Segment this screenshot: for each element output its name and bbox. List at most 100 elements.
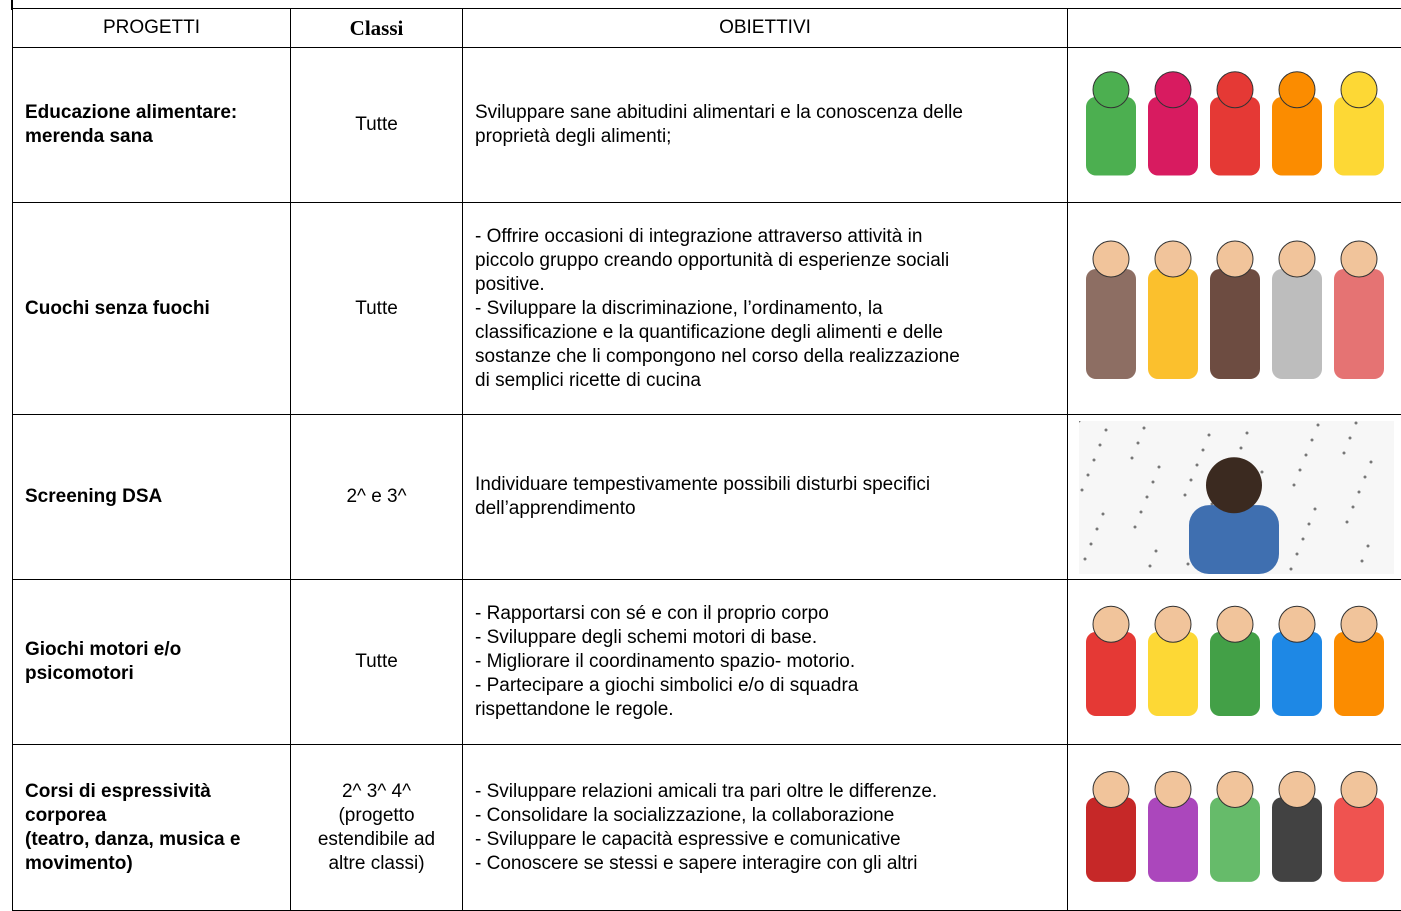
- header-cell: OBIETTIVI: [462, 8, 1068, 48]
- image-cell: [1067, 744, 1401, 911]
- header-cell: PROGETTI: [12, 8, 291, 48]
- illustration-shape: [1092, 70, 1129, 108]
- illustration-shape: [1085, 796, 1136, 882]
- illustration-shape: [1083, 557, 1086, 560]
- text-line: psicomotori: [25, 663, 134, 684]
- image-cell: [1067, 47, 1401, 203]
- objectives-cell: - Offrire occasioni di integrazione attr…: [462, 202, 1068, 415]
- image-cell: [1067, 202, 1401, 415]
- illustration-shape: [1340, 70, 1377, 108]
- illustration-shape: [1188, 504, 1279, 574]
- objectives-cell: - Sviluppare relazioni amicali tra pari …: [462, 744, 1068, 911]
- illustration-shape: [1209, 268, 1260, 379]
- illustration-shape: [1207, 433, 1210, 436]
- illustration-shape: [1147, 96, 1198, 176]
- illustration-shape: [1216, 605, 1253, 643]
- project-cell: Cuochi senza fuochi: [12, 202, 291, 415]
- text-line: rispettandone le regole.: [475, 699, 674, 720]
- text-line: dell’apprendimento: [475, 498, 636, 519]
- text-line: 2^ e 3^: [346, 486, 407, 507]
- illustration-shape: [1147, 796, 1198, 882]
- illustration-shape: [1307, 522, 1310, 525]
- classes-cell: 2^ 3^ 4^ (progetto estendibile ad altre cla…: [290, 744, 463, 911]
- illustration-shape: [1101, 512, 1104, 515]
- illustration: [1078, 420, 1394, 574]
- text-line: positive.: [475, 273, 545, 295]
- illustration-shape: [1333, 268, 1384, 379]
- illustration: [1085, 70, 1384, 176]
- text-line: - Rapportarsi con sé e con il proprio co…: [475, 603, 829, 624]
- illustration-shape: [1085, 268, 1136, 379]
- text-line: Screening DSA: [25, 486, 163, 507]
- illustration-shape: [1080, 488, 1083, 491]
- illustration-shape: [1333, 96, 1384, 176]
- text-line: Giochi motori e/o: [25, 639, 182, 660]
- illustration-shape: [1271, 796, 1322, 882]
- objectives-cell: Sviluppare sane abitudini alimentari e l…: [462, 47, 1068, 203]
- table-row: Screening DSA 2^ e 3^ Individuare tempesti…: [12, 414, 1401, 580]
- illustration-shape: [1147, 268, 1198, 379]
- text-line: - Partecipare a giochi simbolici e/o di …: [475, 675, 859, 696]
- illustration-shape: [1271, 631, 1322, 716]
- illustration-shape: [1209, 96, 1260, 176]
- header-cell: [1067, 8, 1401, 48]
- illustration-shape: [1139, 510, 1142, 513]
- image-cell: [1067, 414, 1401, 580]
- text-line: - Sviluppare degli schemi motori di base…: [475, 627, 818, 648]
- illustration-shape: [1089, 542, 1092, 545]
- illustration-shape: [1189, 478, 1192, 481]
- illustration-shape: [1278, 605, 1315, 643]
- illustration-shape: [1154, 605, 1191, 643]
- illustration-shape: [1216, 770, 1253, 808]
- illustration-shape: [1154, 549, 1157, 552]
- illustration-shape: [1304, 453, 1307, 456]
- illustration-shape: [1348, 436, 1351, 439]
- illustration-shape: [1278, 240, 1315, 277]
- illustration-shape: [1366, 544, 1369, 547]
- illustration-shape: [1133, 525, 1136, 528]
- illustration-shape: [1345, 520, 1348, 523]
- text-line: altre classi): [328, 852, 425, 874]
- illustration-shape: [1085, 96, 1136, 176]
- project-cell: Corsi di espressività corporea (teatro, da…: [12, 744, 291, 911]
- illustration-shape: [1154, 240, 1191, 277]
- illustration-shape: [1316, 423, 1319, 426]
- project-cell: Educazione alimentare: merenda sana: [12, 47, 291, 203]
- text-line: 2^ 3^ 4^: [341, 780, 411, 802]
- illustration-shape: [1333, 631, 1384, 716]
- illustration-shape: [1154, 70, 1191, 108]
- text-line: merenda sana: [25, 126, 153, 147]
- illustration-shape: [1340, 240, 1377, 277]
- illustration-shape: [1278, 770, 1315, 808]
- illustration-shape: [1151, 480, 1154, 483]
- classes-cell: Tutte: [290, 579, 463, 745]
- project-cell: Screening DSA: [12, 414, 291, 580]
- illustration-shape: [1360, 559, 1363, 562]
- illustration-shape: [1154, 770, 1191, 808]
- illustration-shape: [1363, 475, 1366, 478]
- objectives-cell: Individuare tempestivamente possibili di…: [462, 414, 1068, 580]
- illustration-shape: [1092, 770, 1129, 808]
- text-line: Sviluppare sane abitudini alimentari e l…: [475, 102, 963, 123]
- illustration-shape: [1313, 507, 1316, 510]
- illustration-shape: [1289, 567, 1292, 570]
- illustration-shape: [1310, 438, 1313, 441]
- text-line: corporea: [25, 804, 107, 826]
- illustration-shape: [1239, 446, 1242, 449]
- illustration-shape: [1342, 451, 1345, 454]
- text-line: (teatro, danza, musica e: [25, 828, 241, 850]
- classes-cell: Tutte: [290, 47, 463, 203]
- classes-cell: 2^ e 3^: [290, 414, 463, 580]
- illustration-shape: [1295, 552, 1298, 555]
- text-line: - Migliorare il coordinamento spazio- mo…: [475, 651, 856, 672]
- illustration-shape: [1195, 463, 1198, 466]
- illustration-shape: [1136, 441, 1139, 444]
- illustration-shape: [1333, 796, 1384, 882]
- image-cell: [1067, 579, 1401, 745]
- illustration-shape: [1148, 564, 1151, 567]
- classes-cell: Tutte: [290, 202, 463, 415]
- text-line: Tutte: [355, 297, 398, 319]
- illustration: [1085, 605, 1384, 716]
- text-line: Educazione alimentare:: [25, 102, 238, 123]
